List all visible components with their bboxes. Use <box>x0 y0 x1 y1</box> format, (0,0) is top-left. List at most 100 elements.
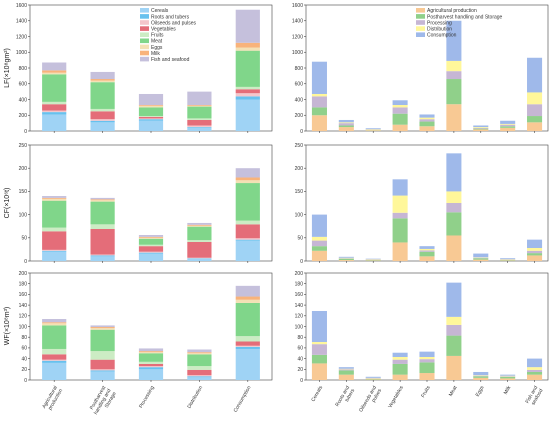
bar-segment-processing <box>473 375 489 377</box>
bar-segment-postharvest-handling-and-storage <box>527 116 543 123</box>
y-tick-label: 40 <box>21 356 27 362</box>
bar-segment-consumption <box>527 358 543 368</box>
bar-segment-eggs <box>235 180 260 184</box>
bar-segment-postharvest-handling-and-storage <box>527 253 543 256</box>
bar-segment-postharvest-handling-and-storage <box>500 126 516 128</box>
y-tick-label: 0 <box>300 129 303 135</box>
bar-segment-distribution <box>446 316 462 325</box>
bar-segment-fruits <box>187 366 212 370</box>
bar-segment-roots-and-tubers <box>138 119 164 121</box>
bar-segment-fruits <box>42 227 67 232</box>
bar-segment-fruits <box>187 118 212 120</box>
bar-segment-distribution <box>338 368 354 370</box>
bar-segment-meat <box>138 238 164 245</box>
bar-segment-consumption <box>338 367 354 369</box>
bar-segment-processing <box>446 71 462 80</box>
chart-panel-2: 0 200 400 600 800 1000 1200 1400 1600 Agricultura… <box>292 3 549 135</box>
legend-swatch <box>140 20 149 25</box>
bar-segment-meat <box>235 302 260 337</box>
bar-segment-consumption <box>338 119 354 123</box>
bar-segment-distribution <box>473 375 489 376</box>
bar-segment-oilseeds-and-pulses <box>138 366 164 368</box>
panels: 02004006008001000120014001600CerealsRoot… <box>4 3 549 416</box>
bar-segment-cereals <box>42 114 67 131</box>
bar-segment-processing <box>446 324 462 336</box>
bar-segment-cereals <box>138 369 164 380</box>
bar-segment-roots-and-tubers <box>42 250 67 252</box>
bar-segment-eggs <box>187 353 212 355</box>
y-tick-label: 0 <box>300 378 303 384</box>
bar-segment-agricultural-production <box>446 104 462 131</box>
bar-segment-processing <box>392 107 408 114</box>
legend-label: Fruits <box>151 33 164 39</box>
bar-segment-postharvest-handling-and-storage <box>446 212 462 236</box>
bar-segment-meat <box>187 226 212 241</box>
bar-segment-consumption <box>473 371 489 376</box>
bar-segment-roots-and-tubers <box>42 360 67 363</box>
y-tick-label: 0 <box>24 378 27 384</box>
bar-segment-distribution <box>311 236 327 241</box>
legend-swatch <box>140 8 149 13</box>
bar-segment-oilseeds-and-pulses <box>235 345 260 347</box>
bar-segment-distribution <box>338 122 354 124</box>
bar-segment-milk <box>90 199 115 201</box>
y-tick-label: 200 <box>19 166 28 172</box>
bar-segment-consumption <box>500 120 516 124</box>
bar-segment-meat <box>138 353 164 362</box>
bar-segment-roots-and-tubers <box>235 346 260 349</box>
legend-label: Eggs <box>151 45 163 51</box>
bar-segment-vegetables <box>42 231 67 250</box>
y-tick-label: 150 <box>295 189 304 195</box>
bar-segment-consumption <box>419 114 435 118</box>
bar-segment-consumption <box>473 253 489 258</box>
bar-segment-processing <box>473 127 489 129</box>
bar-segment-postharvest-handling-and-storage <box>338 258 354 261</box>
y-axis-title: WF(×10⁸m³) <box>4 307 11 346</box>
bar-segment-vegetables <box>187 369 212 376</box>
y-tick-label: 200 <box>19 113 28 119</box>
bar-segment-agricultural-production <box>446 235 462 261</box>
legend-swatch <box>140 56 149 62</box>
y-tick-label: 800 <box>295 66 304 72</box>
legend-label: Distribution <box>427 27 452 33</box>
legend-label: Fish and seafood <box>151 57 190 63</box>
y-tick-label: 180 <box>19 282 28 288</box>
y-tick-label: 160 <box>19 292 28 298</box>
bar-segment-roots-and-tubers <box>235 239 260 241</box>
bar-segment-postharvest-handling-and-storage <box>311 107 327 116</box>
bar-segment-consumption <box>392 352 408 357</box>
y-tick-label: 200 <box>295 271 304 277</box>
bar-segment-cereals <box>90 371 115 380</box>
x-tick-label: Eggs <box>475 385 486 398</box>
bar-segment-cereals <box>187 258 212 261</box>
bar-segment-fruits <box>42 348 67 355</box>
bar-segment-consumption <box>311 310 327 343</box>
legend-label: Postharvest handling and Storage <box>427 14 503 20</box>
bar-segment-processing <box>500 376 516 377</box>
bar-segment-cereals <box>90 122 115 131</box>
bar-segment-postharvest-handling-and-storage <box>473 258 489 260</box>
bars <box>42 285 260 380</box>
y-tick-label: 120 <box>19 314 28 320</box>
legend-label: Milk <box>151 51 160 57</box>
y-tick-label: 60 <box>297 346 303 352</box>
bar-segment-postharvest-handling-and-storage <box>338 125 354 128</box>
x-tick-label: Meat <box>448 384 459 397</box>
legend-swatch <box>140 50 149 56</box>
bar-segment-meat <box>42 200 67 228</box>
chart-panel-1: 0 200 400 600 800 1000 1200 1400 1600 CerealsRoot… <box>16 3 273 135</box>
y-tick-label: 50 <box>297 236 303 242</box>
bar-segment-oilseeds-and-pulses <box>187 375 212 377</box>
legend-swatch <box>140 44 149 50</box>
bar-segment-consumption <box>365 128 381 130</box>
bar-segment-agricultural-production <box>500 378 516 380</box>
bar-segment-agricultural-production <box>419 256 435 261</box>
bar-segment-milk <box>90 327 115 329</box>
bar-segment-roots-and-tubers <box>187 127 212 128</box>
x-tick-label: Consumption <box>233 385 253 414</box>
bar-segment-postharvest-handling-and-storage <box>500 376 516 379</box>
bar-segment-oilseeds-and-pulses <box>42 249 67 251</box>
y-tick-label: 150 <box>19 189 28 195</box>
bar-segment-vegetables <box>90 359 115 370</box>
